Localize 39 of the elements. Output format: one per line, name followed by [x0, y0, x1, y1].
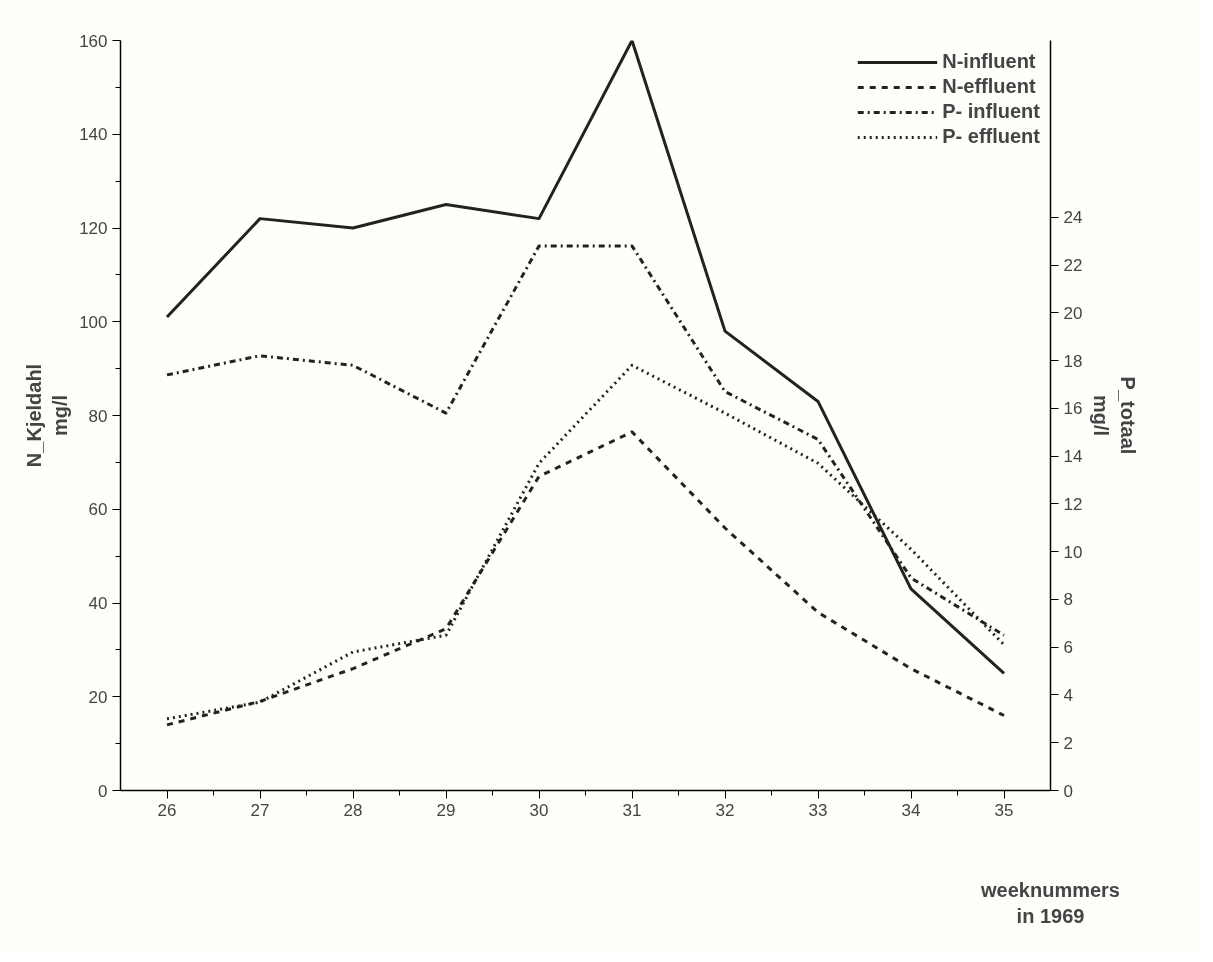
x-tick-label: 33: [808, 800, 828, 820]
y2-tick-label: 8: [1063, 590, 1073, 610]
y-tick-label: 100: [79, 312, 108, 332]
legend-label: P- effluent: [942, 125, 1040, 148]
x-tick-label: 30: [529, 800, 549, 820]
x-axis-title: weeknummers in 1969: [980, 878, 1120, 927]
y2-tick-label: 4: [1063, 685, 1073, 705]
y-tick-label: 120: [79, 219, 108, 238]
legend-label: N-effluent: [942, 75, 1036, 98]
y-tick-label: 40: [88, 594, 108, 613]
y2-tick-label: 6: [1063, 638, 1073, 658]
y-tick-label: 0: [98, 781, 108, 801]
y2-axis-title: P_totaal mg/l: [1090, 376, 1139, 455]
y-tick-label: 80: [88, 406, 108, 426]
y2-tick-label: 14: [1063, 447, 1083, 467]
legend-label: N-influent: [942, 50, 1036, 73]
y-tick-label: 60: [88, 500, 108, 520]
y-tick-label: 20: [88, 687, 108, 707]
x-tick-label: 27: [250, 800, 270, 820]
y2-tick-label: 10: [1063, 542, 1083, 562]
y2-tick-label: 2: [1063, 733, 1073, 753]
x-tick-label: 35: [994, 800, 1014, 820]
y2-tick-label: 18: [1063, 351, 1083, 371]
y2-tick-label: 22: [1063, 256, 1083, 276]
x-tick-label: 26: [157, 800, 177, 820]
y2-tick-label: 12: [1063, 494, 1083, 514]
x-tick-label: 34: [901, 800, 921, 820]
y2-tick-label: 24: [1063, 208, 1083, 228]
y-axis-title: N_Kjeldahl mg/l: [22, 363, 72, 468]
y-tick-label: 160: [79, 31, 108, 51]
x-tick-label: 29: [436, 800, 456, 820]
y2-tick-label: 20: [1063, 303, 1083, 323]
y2-tick-label: 0: [1063, 781, 1073, 801]
y-tick-label: 140: [79, 125, 108, 145]
legend-label: P- influent: [942, 100, 1040, 123]
x-tick-label: 32: [715, 800, 735, 820]
y2-tick-label: 16: [1063, 399, 1083, 419]
x-tick-label: 28: [343, 800, 363, 820]
x-tick-label: 31: [622, 800, 642, 820]
